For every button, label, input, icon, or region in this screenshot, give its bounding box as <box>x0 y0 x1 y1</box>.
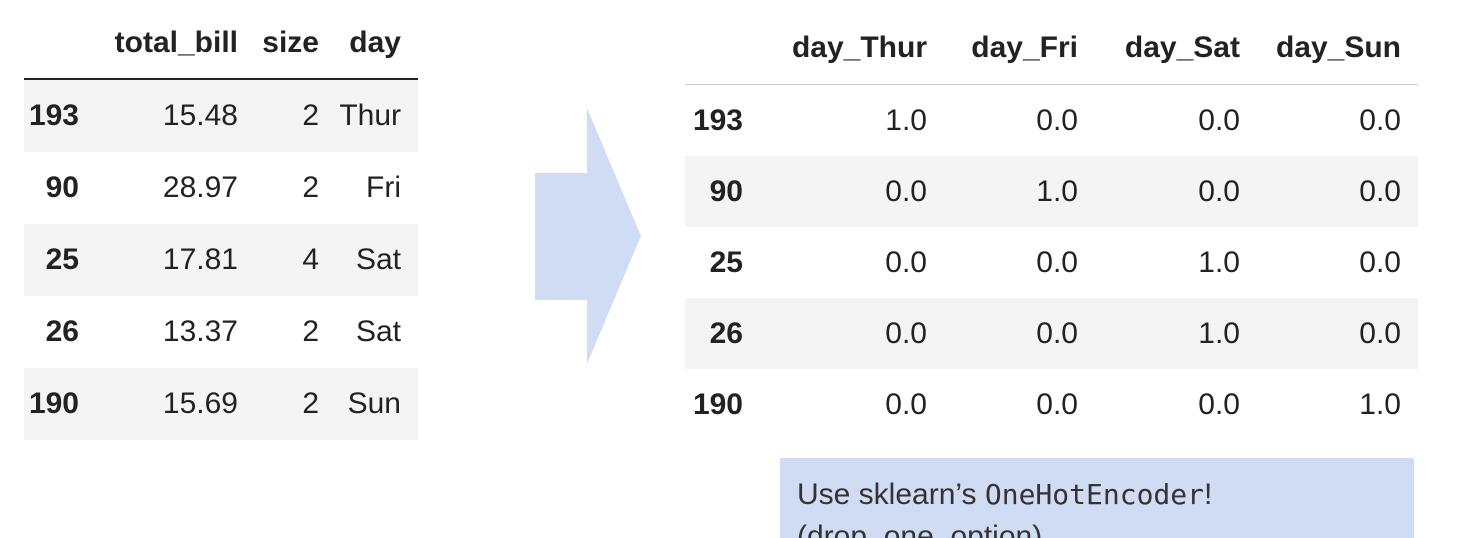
cell-value: 0.0 <box>1359 174 1401 208</box>
row-index: 25 <box>45 243 79 276</box>
cell-day: Fri <box>366 171 401 204</box>
row-index: 193 <box>28 99 79 132</box>
cell-value: 0.0 <box>1359 245 1401 279</box>
cell-value: 0.0 <box>1359 103 1401 137</box>
table-row: 90 0.0 1.0 0.0 0.0 <box>685 156 1418 227</box>
table-row: 26 13.37 2 Sat <box>24 296 418 368</box>
note-code: OneHotEncoder <box>984 478 1205 511</box>
row-index: 25 <box>709 245 743 279</box>
cell-size: 2 <box>302 99 319 132</box>
column-header-day-sat: day_Sat <box>1095 12 1257 85</box>
cell-value: 0.0 <box>1036 245 1078 279</box>
cell-day: Thur <box>339 99 401 132</box>
cell-value: 0.0 <box>885 387 927 421</box>
column-header-day-fri: day_Fri <box>944 12 1095 85</box>
row-index: 190 <box>28 387 79 420</box>
index-header <box>685 12 760 85</box>
cell-value: 0.0 <box>1198 387 1240 421</box>
table-row: 25 17.81 4 Sat <box>24 224 418 296</box>
cell-value: 0.0 <box>1036 387 1078 421</box>
cell-value: 0.0 <box>1198 174 1240 208</box>
row-index: 193 <box>692 103 743 137</box>
cell-total-bill: 17.81 <box>162 243 238 276</box>
index-header <box>24 8 100 80</box>
cell-day: Sun <box>347 387 401 420</box>
cell-value: 0.0 <box>1198 103 1240 137</box>
one-hot-encoded-table: day_Thur day_Fri day_Sat day_Sun 193 1.0… <box>685 12 1418 440</box>
note-suffix: ! <box>1204 478 1213 511</box>
cell-value: 1.0 <box>1198 316 1240 350</box>
header-row: day_Thur day_Fri day_Sat day_Sun <box>685 12 1418 85</box>
cell-day: Sat <box>355 243 401 276</box>
cell-size: 2 <box>302 315 319 348</box>
cell-value: 1.0 <box>1198 245 1240 279</box>
header-row: total_bill size day <box>24 8 418 80</box>
column-header-day-thur: day_Thur <box>760 12 944 85</box>
table-row: 90 28.97 2 Fri <box>24 152 418 224</box>
right-arrow-icon <box>535 108 641 364</box>
row-index: 26 <box>45 315 79 348</box>
cell-value: 1.0 <box>1036 174 1078 208</box>
cell-total-bill: 15.69 <box>162 387 238 420</box>
table-row: 193 1.0 0.0 0.0 0.0 <box>685 85 1418 157</box>
cell-day: Sat <box>355 315 401 348</box>
cell-value: 0.0 <box>885 174 927 208</box>
cell-value: 1.0 <box>1359 387 1401 421</box>
row-index: 190 <box>692 387 743 421</box>
cell-total-bill: 15.48 <box>162 99 238 132</box>
table-row: 190 15.69 2 Sun <box>24 368 418 440</box>
cell-total-bill: 28.97 <box>162 171 238 204</box>
table-row: 26 0.0 0.0 1.0 0.0 <box>685 298 1418 369</box>
note-second-line: (drop_one_option) <box>797 520 1043 538</box>
original-dataframe-table: total_bill size day 193 15.48 2 Thur 90 … <box>24 8 418 440</box>
table-row: 190 0.0 0.0 0.0 1.0 <box>685 369 1418 440</box>
column-header-day: day <box>336 8 418 80</box>
cell-value: 0.0 <box>1359 316 1401 350</box>
column-header-total-bill: total_bill <box>100 8 255 80</box>
cell-total-bill: 13.37 <box>162 315 238 348</box>
cell-value: 0.0 <box>1036 316 1078 350</box>
column-header-day-sun: day_Sun <box>1257 12 1418 85</box>
row-index: 90 <box>709 174 743 208</box>
table-row: 193 15.48 2 Thur <box>24 79 418 152</box>
row-index: 90 <box>45 171 79 204</box>
cell-value: 0.0 <box>885 245 927 279</box>
cell-size: 2 <box>302 171 319 204</box>
cell-size: 4 <box>302 243 319 276</box>
cell-value: 0.0 <box>885 316 927 350</box>
note-box: Use sklearn’s OneHotEncoder! (drop_one_o… <box>780 458 1414 538</box>
cell-size: 2 <box>302 387 319 420</box>
cell-value: 1.0 <box>885 103 927 137</box>
table-row: 25 0.0 0.0 1.0 0.0 <box>685 227 1418 298</box>
column-header-size: size <box>255 8 336 80</box>
note-text: Use sklearn’s OneHotEncoder! <box>797 478 1212 512</box>
row-index: 26 <box>709 316 743 350</box>
cell-value: 0.0 <box>1036 103 1078 137</box>
note-prefix: Use sklearn’s <box>797 478 985 511</box>
